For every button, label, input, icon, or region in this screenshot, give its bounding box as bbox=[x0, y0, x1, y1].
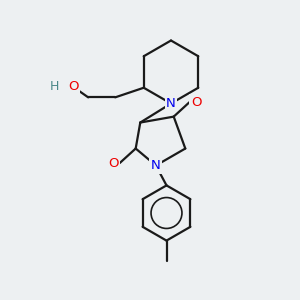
Text: N: N bbox=[151, 159, 161, 172]
Text: H: H bbox=[50, 80, 59, 93]
Text: O: O bbox=[68, 80, 79, 93]
Text: O: O bbox=[108, 157, 119, 169]
Text: O: O bbox=[191, 95, 202, 109]
Text: N: N bbox=[166, 97, 176, 110]
